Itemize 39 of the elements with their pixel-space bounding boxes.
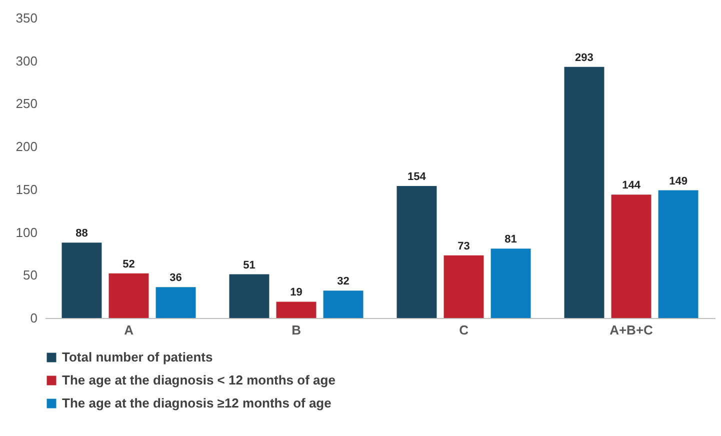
y-tick-label: 0: [30, 310, 38, 326]
legend-label: The age at the diagnosis < 12 months of age: [62, 372, 336, 388]
data-label: 88: [76, 228, 88, 240]
data-label: 73: [458, 240, 470, 252]
bar: [62, 242, 102, 318]
data-label: 293: [575, 52, 594, 64]
y-tick-label: 300: [16, 53, 38, 68]
bar: [156, 287, 196, 318]
data-label: 149: [669, 175, 688, 188]
bar: [108, 273, 149, 318]
x-tick-label: A: [124, 322, 134, 338]
y-tick-label: 350: [16, 10, 38, 26]
data-label: 19: [290, 286, 302, 299]
data-label: 144: [622, 180, 642, 192]
bar: [229, 274, 270, 318]
bar: [658, 190, 698, 318]
bar: [396, 186, 437, 318]
data-label: 52: [122, 258, 135, 270]
bar: [490, 248, 531, 318]
x-tick-label: A+B+C: [610, 322, 654, 338]
x-tick-label: C: [459, 322, 470, 338]
data-label: 36: [170, 272, 182, 284]
bar: [444, 255, 484, 318]
bar: [564, 66, 604, 318]
data-label: 81: [504, 234, 517, 246]
y-tick-label: 50: [23, 268, 38, 283]
data-label: 32: [337, 276, 350, 288]
bar: [323, 290, 364, 318]
x-tick-label: B: [292, 322, 301, 338]
y-tick-label: 100: [16, 224, 38, 240]
y-tick-label: 150: [16, 182, 38, 197]
legend-label: Total number of patients: [62, 350, 213, 364]
data-label: 154: [408, 171, 427, 183]
y-tick-label: 250: [16, 96, 38, 112]
legend-label: The age at the diagnosis ≥12 months of age: [62, 396, 332, 410]
y-tick-label: 200: [16, 139, 38, 154]
bar: [276, 302, 316, 318]
bar: [611, 194, 652, 318]
data-label: 51: [243, 259, 256, 272]
